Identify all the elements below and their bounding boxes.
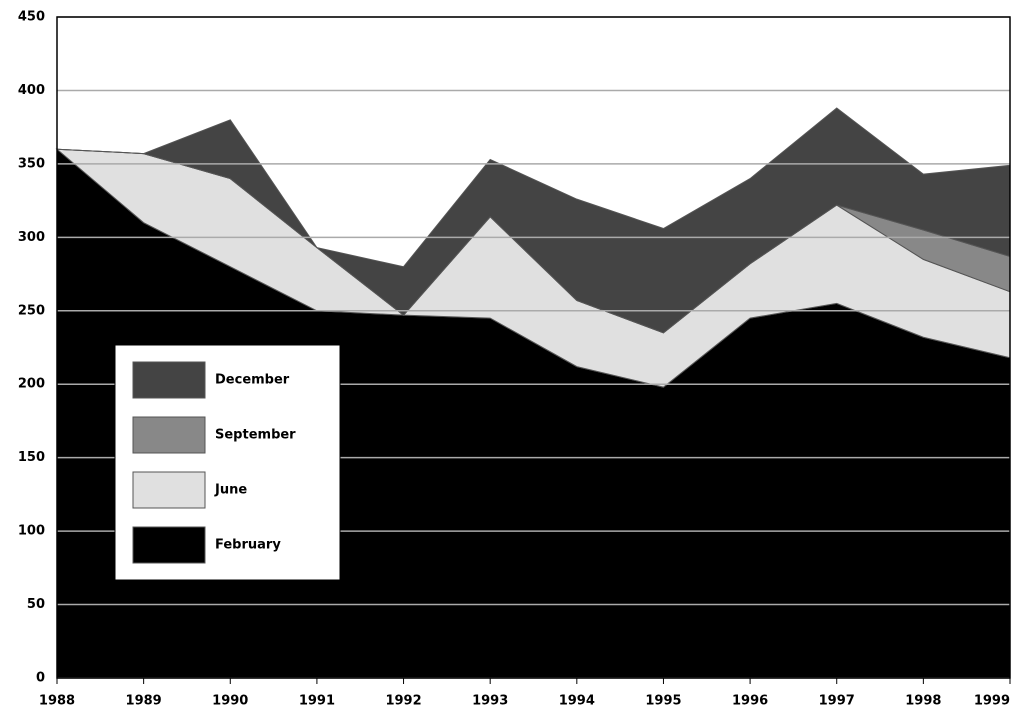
y-tick-label: 150 — [18, 450, 45, 465]
y-tick-label: 0 — [36, 671, 45, 686]
y-tick-label: 250 — [18, 303, 45, 318]
x-tick-label: 1990 — [212, 694, 248, 709]
x-tick-label: 1997 — [819, 694, 855, 709]
x-tick-label: 1988 — [39, 694, 75, 709]
y-tick-label: 100 — [18, 524, 45, 539]
x-tick-label: 1989 — [126, 694, 162, 709]
y-tick-label: 200 — [18, 377, 45, 392]
x-tick-label: 1991 — [299, 694, 335, 709]
legend-label: February — [215, 538, 281, 553]
plot-frame — [56, 16, 1011, 679]
legend-label: September — [215, 428, 296, 443]
x-tick-label: 1996 — [732, 694, 768, 709]
x-tick-label: 1992 — [385, 694, 421, 709]
x-tick-label: 1995 — [645, 694, 681, 709]
y-tick-label: 450 — [18, 10, 45, 25]
y-tick-label: 350 — [18, 156, 45, 171]
y-tick-label: 300 — [18, 230, 45, 245]
legend-swatch — [132, 526, 206, 564]
legend-swatch — [132, 416, 206, 454]
x-tick-label: 1993 — [472, 694, 508, 709]
x-tick-label: 1999 — [974, 694, 1010, 709]
legend-label: June — [214, 483, 247, 498]
legend-label: December — [215, 373, 290, 388]
x-tick-label: 1994 — [559, 694, 595, 709]
legend-swatch — [132, 471, 206, 509]
y-tick-label: 50 — [27, 597, 45, 612]
x-tick-label: 1998 — [905, 694, 941, 709]
y-tick-label: 400 — [18, 83, 45, 98]
legend-swatch — [132, 361, 206, 399]
